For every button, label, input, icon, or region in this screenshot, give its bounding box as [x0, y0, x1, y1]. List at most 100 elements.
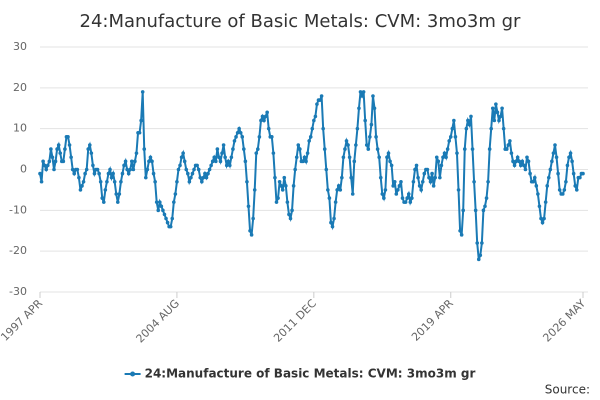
- point: [259, 118, 263, 123]
- point: [198, 175, 203, 180]
- point: [131, 167, 136, 172]
- point: [106, 171, 111, 176]
- point: [480, 241, 484, 245]
- point: [154, 200, 159, 204]
- point: [175, 179, 179, 184]
- point: [567, 155, 571, 160]
- point: [296, 143, 301, 147]
- point: [220, 151, 224, 155]
- point: [81, 179, 86, 184]
- point: [80, 184, 84, 188]
- point: [182, 159, 187, 164]
- point: [335, 188, 339, 192]
- point: [126, 171, 131, 176]
- point: [354, 143, 358, 147]
- point: [274, 200, 279, 204]
- point: [214, 159, 218, 164]
- point: [397, 184, 402, 188]
- point: [453, 135, 458, 139]
- point: [515, 155, 520, 160]
- point: [254, 151, 259, 155]
- point: [430, 171, 434, 176]
- point: [532, 175, 537, 180]
- point: [288, 216, 293, 221]
- point: [483, 204, 487, 209]
- point: [452, 118, 456, 123]
- y-tick-label: 10: [13, 122, 27, 135]
- point: [263, 114, 268, 119]
- point: [548, 167, 553, 172]
- point: [324, 167, 329, 172]
- point: [557, 188, 562, 192]
- point: [293, 167, 297, 172]
- point: [414, 163, 419, 168]
- point: [447, 139, 451, 143]
- point: [490, 106, 495, 111]
- point: [542, 216, 546, 221]
- point: [347, 155, 352, 160]
- point: [140, 90, 145, 94]
- point: [204, 175, 209, 180]
- point: [109, 175, 114, 180]
- point: [91, 163, 95, 168]
- point: [266, 126, 271, 131]
- point: [159, 204, 164, 209]
- point: [413, 167, 417, 172]
- point: [495, 110, 500, 115]
- point: [514, 159, 518, 164]
- point: [187, 179, 192, 184]
- point: [419, 188, 423, 192]
- point: [346, 143, 350, 147]
- point: [92, 171, 97, 176]
- point: [551, 151, 556, 155]
- x-tick-label: 2011 DEC: [271, 297, 319, 345]
- point: [100, 196, 105, 200]
- point: [406, 192, 411, 196]
- legend-marker: [130, 371, 136, 377]
- point: [363, 118, 367, 123]
- point: [38, 171, 42, 176]
- point: [518, 163, 523, 168]
- point: [410, 196, 414, 200]
- point: [466, 118, 470, 123]
- point: [564, 179, 568, 184]
- point: [408, 200, 413, 204]
- point: [53, 159, 58, 164]
- point: [526, 159, 531, 164]
- point: [265, 110, 269, 115]
- point: [545, 184, 550, 188]
- point: [546, 175, 551, 180]
- point: [302, 155, 307, 160]
- point: [170, 216, 175, 221]
- point: [212, 155, 217, 160]
- point: [42, 163, 47, 168]
- point: [217, 155, 221, 160]
- point: [571, 171, 576, 176]
- point: [333, 200, 338, 204]
- point: [304, 159, 308, 164]
- point: [512, 163, 517, 168]
- point: [145, 167, 150, 172]
- x-tick-label: 1997 APR: [0, 297, 45, 344]
- point: [481, 208, 486, 213]
- point: [128, 167, 133, 172]
- point: [574, 188, 579, 192]
- point: [122, 163, 126, 168]
- point: [389, 163, 394, 168]
- point: [49, 147, 53, 151]
- point: [416, 175, 420, 180]
- point: [218, 159, 223, 164]
- point: [467, 122, 472, 127]
- point: [66, 135, 70, 139]
- point: [478, 253, 483, 258]
- point: [173, 192, 178, 196]
- point: [385, 155, 389, 160]
- point: [148, 155, 153, 160]
- point: [364, 143, 369, 147]
- point: [417, 184, 422, 188]
- point: [251, 216, 255, 221]
- point: [427, 175, 431, 180]
- point: [340, 175, 344, 180]
- point: [338, 188, 343, 192]
- point: [442, 151, 447, 155]
